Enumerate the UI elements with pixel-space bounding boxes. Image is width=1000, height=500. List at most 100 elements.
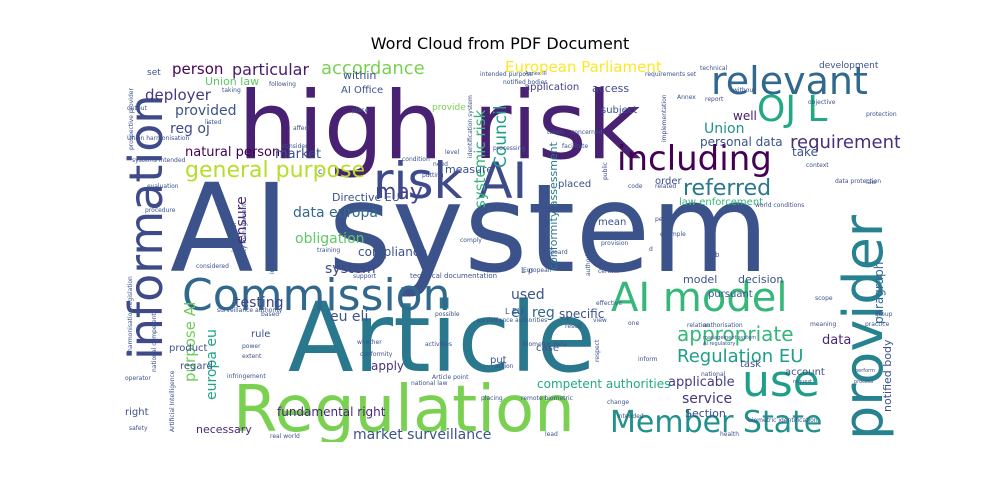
- word: need: [433, 161, 448, 168]
- word: reg oj: [170, 121, 210, 137]
- word: intended purpose: [480, 71, 533, 78]
- word: particular: [232, 60, 310, 79]
- word: Section: [685, 407, 726, 420]
- word: based: [261, 311, 280, 318]
- word: case: [536, 343, 559, 354]
- word: law enforcement: [679, 197, 764, 208]
- word: European Parliament: [505, 60, 662, 76]
- word: group: [875, 311, 893, 318]
- word: code: [628, 183, 643, 190]
- word: general purpose: [185, 158, 365, 183]
- word: level: [445, 149, 460, 156]
- word: d: [649, 246, 653, 253]
- word: regard: [180, 361, 213, 372]
- word: personal data: [700, 135, 783, 149]
- word: Union harmonisation: [127, 135, 190, 142]
- word: management system: [703, 335, 757, 341]
- word: provision: [601, 240, 629, 247]
- word: prospective provider: [128, 88, 135, 150]
- word: Annex III: [525, 71, 547, 77]
- word: context: [806, 162, 829, 169]
- word: period: [655, 216, 675, 223]
- word: output: [127, 105, 147, 112]
- word: accordance: [321, 60, 425, 79]
- word: harmonisation legislation: [127, 276, 134, 352]
- word: quality management: [241, 203, 248, 266]
- word: data europa: [293, 205, 378, 221]
- word: service: [682, 391, 733, 407]
- word: report: [705, 96, 724, 103]
- word: AI model: [611, 275, 788, 321]
- word: power: [242, 343, 261, 350]
- word: procedure: [145, 207, 176, 214]
- word: objective: [808, 99, 836, 106]
- word: evaluation: [147, 183, 179, 190]
- word: including: [617, 139, 772, 179]
- word: authorities: [585, 243, 592, 276]
- word: national: [701, 371, 726, 378]
- word: extent: [242, 353, 262, 360]
- word: implementing act: [269, 221, 276, 274]
- word: placed: [558, 179, 592, 190]
- word: operator: [125, 375, 151, 382]
- word: Member State: [610, 405, 823, 440]
- word: necessary: [196, 423, 252, 436]
- word: national competent: [151, 313, 158, 372]
- word: Commission: [182, 270, 451, 321]
- word: obligation: [295, 231, 365, 247]
- word: set: [147, 68, 161, 78]
- word: condition: [402, 156, 430, 163]
- word: Directive EU: [332, 191, 400, 204]
- word: data protection: [835, 178, 882, 185]
- word: compliance: [358, 245, 427, 259]
- word: market: [275, 147, 322, 162]
- word: listed: [205, 119, 222, 126]
- word: order: [655, 176, 682, 187]
- word: notified body: [881, 339, 894, 412]
- word: take: [792, 145, 818, 159]
- word: Article: [288, 282, 596, 394]
- word: practice: [865, 321, 890, 328]
- word: person: [172, 60, 224, 78]
- word: European: [523, 267, 552, 274]
- word: requirements set: [645, 71, 697, 78]
- word: support: [353, 273, 377, 280]
- word: AI Office: [341, 85, 384, 96]
- word: competent authorities: [537, 377, 671, 391]
- word: world conditions: [755, 202, 805, 209]
- word: certain: [598, 268, 619, 275]
- word: market surveillance: [353, 427, 492, 442]
- word: applicable: [668, 375, 735, 390]
- word: Board: [550, 249, 568, 256]
- word: provide: [432, 103, 466, 113]
- word: application: [524, 82, 580, 93]
- word: effective: [596, 300, 623, 307]
- word: used: [511, 287, 545, 303]
- word: putting: [422, 172, 444, 179]
- word: process: [854, 379, 874, 385]
- word: Union law: [205, 75, 260, 88]
- word: testing: [235, 295, 284, 311]
- word: affect: [293, 125, 311, 132]
- word: concerned: [571, 129, 603, 136]
- word: law: [866, 179, 877, 186]
- word: requirement: [790, 132, 900, 153]
- word: apply: [371, 359, 405, 373]
- word: Article point: [432, 374, 469, 381]
- word: activities: [425, 341, 453, 348]
- word: considered: [196, 263, 229, 270]
- word: L p: [521, 266, 534, 275]
- word: real world: [270, 433, 300, 440]
- word: may: [375, 180, 423, 205]
- word: within: [343, 69, 377, 82]
- word: taken: [547, 129, 564, 136]
- word: conformity: [360, 351, 393, 358]
- word: implementation: [661, 94, 668, 142]
- word: example: [660, 231, 686, 238]
- word: without: [733, 87, 756, 94]
- word: technical documentation: [410, 272, 498, 280]
- word: consider: [282, 143, 308, 150]
- word: related: [655, 183, 677, 190]
- word: place: [352, 107, 369, 114]
- word: measure: [445, 163, 493, 176]
